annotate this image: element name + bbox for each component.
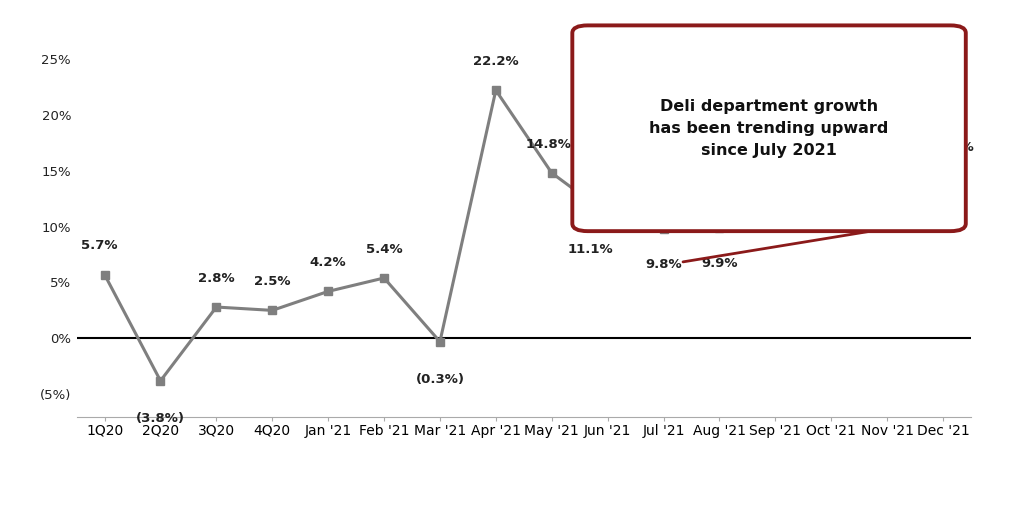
Text: 14.5%: 14.5% (928, 141, 974, 154)
Text: 10.5%: 10.5% (755, 185, 801, 199)
Text: 11.3%: 11.3% (808, 177, 854, 189)
Text: 12.0%: 12.0% (865, 169, 910, 182)
Text: 14.8%: 14.8% (526, 138, 572, 150)
Text: 5.4%: 5.4% (366, 243, 403, 256)
Text: (3.8%): (3.8%) (136, 412, 185, 425)
Text: 5.7%: 5.7% (81, 239, 118, 252)
Text: 2.8%: 2.8% (198, 272, 235, 284)
Text: 9.9%: 9.9% (701, 257, 738, 270)
Text: 4.2%: 4.2% (310, 256, 346, 269)
Text: 2.5%: 2.5% (254, 275, 290, 288)
Text: 11.1%: 11.1% (568, 243, 613, 257)
Text: (0.3%): (0.3%) (415, 373, 464, 386)
Text: 22.2%: 22.2% (473, 55, 518, 68)
Text: 9.8%: 9.8% (645, 258, 682, 271)
Text: Deli department growth
has been trending upward
since July 2021: Deli department growth has been trending… (649, 99, 889, 158)
